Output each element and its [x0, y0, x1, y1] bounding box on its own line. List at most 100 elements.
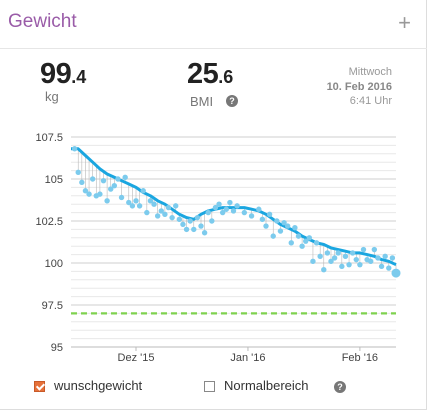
data-point	[223, 206, 229, 212]
data-point	[353, 256, 359, 263]
data-point	[173, 203, 179, 209]
goal-weight-checkbox[interactable]	[34, 381, 45, 392]
data-point	[126, 199, 132, 206]
data-point	[136, 203, 143, 209]
weight-chart: 107.5 105 102.5 100 97.5 95 Dez '15 Jan '16 Feb …	[35, 132, 401, 364]
data-point	[151, 201, 157, 207]
data-point	[328, 258, 334, 265]
data-point	[154, 213, 161, 219]
weight-value: 99.4	[40, 58, 86, 91]
data-point	[378, 263, 385, 270]
data-point	[313, 240, 320, 246]
y-tick-label: 97.5	[42, 300, 63, 312]
data-point	[234, 203, 240, 209]
data-point	[349, 250, 356, 256]
question-circle-icon[interactable]: ?	[334, 381, 346, 393]
data-point	[89, 176, 96, 182]
date-weekday: Mittwoch	[348, 66, 392, 78]
normal-range-label: Normalbereich	[224, 378, 309, 393]
data-point	[230, 208, 237, 214]
data-point	[115, 176, 121, 182]
data-point	[165, 204, 172, 211]
data-point	[371, 246, 378, 253]
data-point	[357, 261, 363, 268]
card-header: Gewicht +	[0, 0, 427, 49]
data-point	[256, 206, 262, 212]
plus-icon[interactable]: +	[398, 10, 411, 35]
data-point	[227, 199, 233, 206]
data-point	[346, 261, 352, 268]
y-tick-label: 100	[45, 258, 63, 270]
data-point	[194, 214, 201, 221]
data-point	[270, 233, 276, 239]
latest-point	[391, 268, 401, 278]
data-point	[335, 250, 341, 256]
y-tick-label: 102.5	[35, 216, 63, 228]
data-point	[122, 174, 128, 181]
data-point	[104, 198, 110, 204]
data-point	[259, 216, 266, 223]
data-point	[339, 263, 345, 270]
date-date: 10. Feb 2016	[326, 81, 392, 93]
data-point	[97, 191, 103, 197]
data-point	[144, 209, 150, 216]
data-point	[118, 194, 125, 201]
data-point	[111, 183, 118, 189]
data-point	[75, 169, 81, 175]
data-point	[201, 230, 208, 236]
data-point	[205, 209, 211, 216]
data-point	[389, 255, 396, 261]
bmi-value: 25.6	[187, 58, 233, 91]
data-point	[266, 211, 273, 217]
bmi-fraction: .6	[218, 67, 234, 87]
data-point	[277, 228, 284, 234]
data-point	[86, 191, 92, 197]
data-point	[263, 223, 269, 229]
data-point	[82, 188, 89, 194]
weight-fraction: .4	[71, 67, 87, 87]
y-tick-label: 107.5	[35, 132, 63, 144]
data-point	[140, 188, 146, 194]
data-point	[324, 250, 331, 256]
question-circle-icon[interactable]: ?	[226, 95, 238, 107]
trend-line	[71, 147, 397, 267]
data-point	[209, 218, 215, 224]
data-point	[129, 203, 136, 209]
data-point	[162, 211, 168, 217]
data-point	[299, 243, 305, 249]
data-point	[281, 219, 287, 226]
data-point	[176, 216, 183, 223]
data-point	[317, 253, 323, 259]
x-tick-label: Feb '16	[342, 352, 378, 364]
data-point	[303, 238, 309, 244]
data-point	[71, 146, 78, 152]
data-point	[187, 218, 193, 224]
data-point	[248, 213, 255, 219]
data-point	[198, 223, 204, 229]
bmi-integer: 25	[187, 58, 219, 90]
y-tick-label: 105	[45, 174, 63, 186]
bmi-label: BMI	[190, 94, 214, 109]
weight-unit: kg	[45, 89, 59, 104]
data-point	[360, 246, 367, 253]
data-point	[169, 214, 175, 221]
data-point	[133, 198, 139, 204]
data-point	[368, 258, 374, 265]
normal-range-checkbox[interactable]	[204, 381, 215, 392]
data-point	[331, 255, 338, 261]
data-point	[219, 209, 226, 216]
data-point	[100, 177, 107, 184]
data-point	[288, 240, 294, 246]
data-point	[79, 179, 85, 186]
data-point	[292, 225, 298, 231]
data-point	[158, 208, 164, 214]
data-point	[342, 253, 349, 259]
data-point	[321, 267, 327, 273]
data-point	[241, 209, 248, 216]
card-title: Gewicht	[8, 11, 77, 32]
data-point	[191, 226, 197, 233]
x-tick-label: Dez '15	[118, 352, 155, 364]
x-tick-label: Jan '16	[230, 352, 265, 364]
data-point	[295, 233, 302, 239]
weight-integer: 99	[40, 58, 72, 90]
